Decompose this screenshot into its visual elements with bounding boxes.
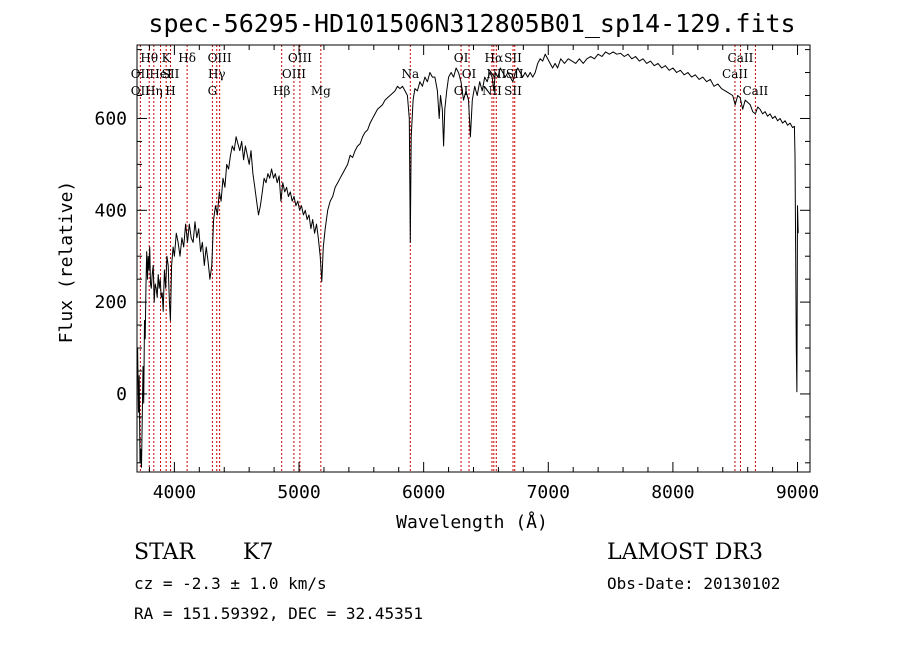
line-label-top-2: Hδ [178, 51, 196, 65]
line-label-mid-7: NII [486, 67, 506, 81]
line-label-low-5: Mg [311, 84, 331, 98]
line-label-low-1: Hη [145, 84, 163, 98]
line-label-low-0: OII [131, 84, 151, 98]
line-label-mid-9: CaII [722, 67, 748, 81]
line-label-top-3: OIII [208, 51, 232, 65]
y-tick-label-600: 600 [94, 108, 127, 129]
line-label-mid-4: OIII [282, 67, 306, 81]
line-label-mid-5: Na [401, 67, 419, 81]
line-label-low-3: G [208, 84, 218, 98]
x-tick-label-4000: 4000 [153, 482, 196, 503]
survey-name: LAMOST DR3 [607, 540, 763, 565]
observation-date: Obs-Date: 20130102 [607, 574, 781, 593]
x-tick-label-7000: 7000 [527, 482, 570, 503]
line-label-low-8: SII [504, 84, 522, 98]
spectrum-series [137, 51, 799, 468]
line-label-mid-2: SII [162, 67, 180, 81]
line-label-top-7: SII [504, 51, 522, 65]
line-label-mid-6: OI [462, 67, 477, 81]
object-class: STAR [134, 540, 195, 565]
x-tick-label-5000: 5000 [277, 482, 320, 503]
line-label-top-0: Hθ [140, 51, 158, 65]
line-label-mid-1: HeI [149, 67, 172, 81]
y-axis-label: Flux (relative) [56, 181, 77, 344]
line-label-top-8: CaII [728, 51, 754, 65]
line-label-mid-0: OII [131, 67, 151, 81]
line-label-top-4: OIII [288, 51, 312, 65]
line-markers [139, 45, 756, 472]
redshift-velocity: cz = -2.3 ± 1.0 km/s [134, 574, 327, 593]
line-label-mid-8: SII [506, 67, 524, 81]
y-tick-label-0: 0 [116, 384, 127, 405]
y-tick-label-200: 200 [94, 292, 127, 313]
line-label-low-2: H [165, 84, 175, 98]
line-label-top-5: OI [454, 51, 469, 65]
line-label-mid-3: Hγ [208, 67, 226, 81]
x-axis-label: Wavelength (Å) [396, 511, 548, 533]
line-label-top-6: Hα [485, 51, 504, 65]
axes: 4000 5000 6000 7000 8000 9000 0 200 400 600 [94, 44, 819, 503]
plot-frame [136, 44, 811, 473]
object-subclass: K7 [243, 540, 274, 565]
chart-title: spec-56295-HD101506N312805B01_sp14-129.f… [148, 9, 795, 38]
line-label-low-4: Hβ [273, 84, 290, 98]
x-tick-label-6000: 6000 [402, 482, 445, 503]
x-tick-label-8000: 8000 [651, 482, 694, 503]
x-tick-label-9000: 9000 [776, 482, 819, 503]
line-label-low-6: OI [454, 84, 469, 98]
sky-coordinates: RA = 151.59392, DEC = 32.45351 [134, 604, 423, 623]
line-label-low-9: CaII [742, 84, 768, 98]
spectrum-line [137, 51, 799, 468]
line-label-low-7: NII [482, 84, 502, 98]
y-tick-label-400: 400 [94, 200, 127, 221]
line-label-top-1: K [162, 51, 172, 65]
